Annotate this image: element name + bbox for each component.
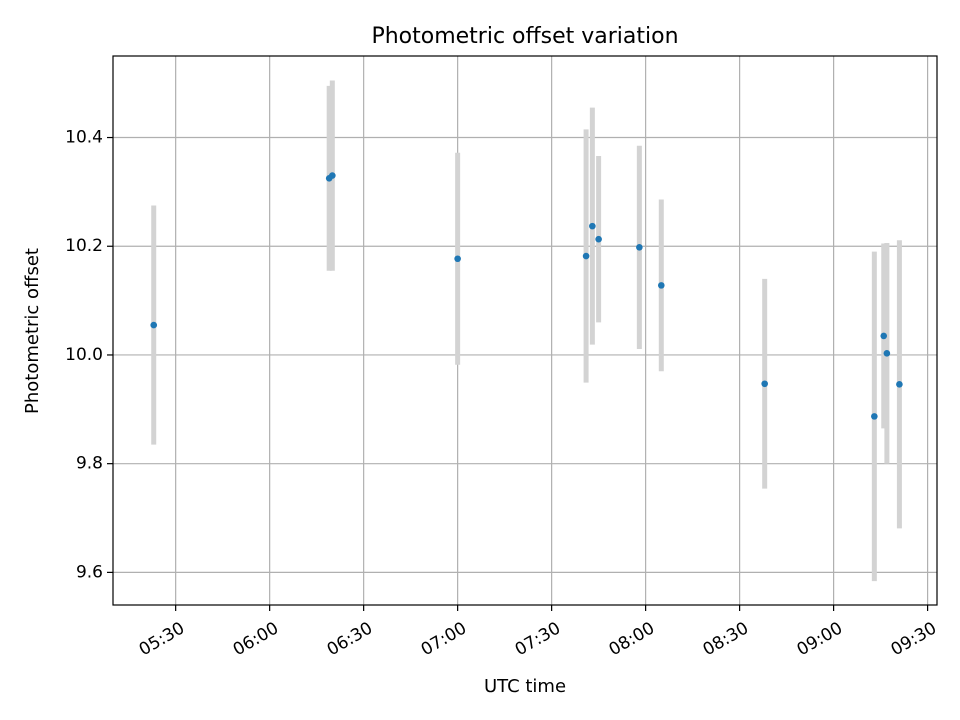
- data-point: [589, 222, 596, 230]
- y-tick-label: 9.6: [76, 562, 103, 582]
- y-tick-label: 9.8: [76, 454, 103, 474]
- y-tick-label: 10.4: [65, 128, 103, 148]
- data-point: [595, 235, 602, 243]
- data-point: [329, 172, 336, 179]
- x-axis-label: UTC time: [484, 676, 566, 697]
- data-point: [761, 380, 768, 388]
- data-point: [150, 321, 158, 329]
- data-point: [454, 255, 461, 263]
- data-point: [582, 252, 590, 260]
- data-point: [880, 332, 888, 340]
- y-axis-label: Photometric offset: [22, 248, 43, 414]
- data-points: [150, 172, 903, 420]
- y-tick-label: 10.0: [65, 345, 103, 365]
- y-axis-ticks: 9.6 9.8 10.0 10.2 10.4: [65, 128, 113, 582]
- plot-frame: [112, 55, 938, 606]
- data-point: [871, 413, 878, 420]
- data-point: [896, 381, 903, 388]
- grid: [113, 56, 937, 605]
- data-point: [636, 244, 643, 251]
- y-tick-label: 10.2: [65, 236, 103, 256]
- data-point: [657, 282, 665, 289]
- chart-title: Photometric offset variation: [371, 24, 678, 49]
- data-point: [883, 350, 891, 357]
